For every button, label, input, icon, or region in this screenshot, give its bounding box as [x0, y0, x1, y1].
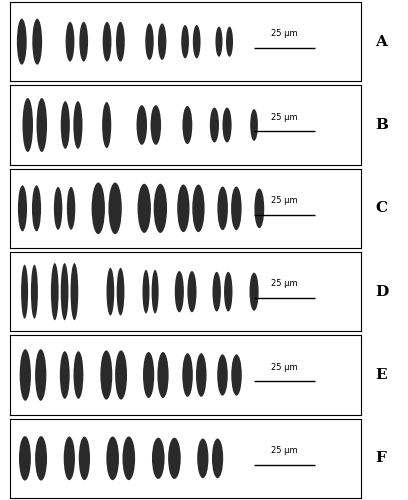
Text: B: B — [375, 118, 388, 132]
Ellipse shape — [142, 270, 149, 314]
Ellipse shape — [37, 98, 47, 152]
Ellipse shape — [92, 182, 105, 234]
Ellipse shape — [222, 108, 232, 142]
Ellipse shape — [73, 101, 82, 149]
Ellipse shape — [61, 263, 69, 320]
Ellipse shape — [32, 18, 42, 64]
Ellipse shape — [182, 353, 193, 397]
Ellipse shape — [71, 263, 78, 320]
Text: 25 µm: 25 µm — [271, 30, 298, 38]
Ellipse shape — [35, 436, 47, 480]
Ellipse shape — [137, 184, 151, 233]
Ellipse shape — [18, 186, 27, 232]
Ellipse shape — [250, 109, 258, 141]
Ellipse shape — [54, 187, 62, 230]
Ellipse shape — [212, 438, 223, 478]
Ellipse shape — [102, 102, 111, 148]
Ellipse shape — [231, 354, 242, 396]
Text: C: C — [375, 202, 388, 215]
Ellipse shape — [32, 186, 41, 232]
Text: 25 µm: 25 µm — [271, 446, 298, 455]
Ellipse shape — [73, 351, 83, 399]
Ellipse shape — [51, 263, 59, 320]
Ellipse shape — [192, 184, 204, 232]
Ellipse shape — [61, 101, 70, 149]
Ellipse shape — [215, 26, 222, 56]
Ellipse shape — [66, 22, 74, 62]
Ellipse shape — [152, 270, 159, 314]
Ellipse shape — [64, 436, 75, 480]
Ellipse shape — [143, 352, 154, 398]
Text: 25 µm: 25 µm — [271, 113, 298, 122]
Text: D: D — [375, 284, 388, 298]
Ellipse shape — [152, 438, 164, 479]
Text: 25 µm: 25 µm — [271, 280, 298, 288]
Ellipse shape — [213, 272, 221, 312]
Ellipse shape — [137, 105, 147, 145]
Text: 25 µm: 25 µm — [271, 196, 298, 205]
Ellipse shape — [177, 184, 189, 232]
Text: E: E — [375, 368, 387, 382]
Ellipse shape — [106, 268, 114, 316]
Ellipse shape — [19, 436, 31, 480]
Ellipse shape — [210, 108, 219, 142]
Ellipse shape — [20, 349, 31, 401]
Ellipse shape — [60, 351, 70, 399]
Ellipse shape — [122, 436, 135, 480]
Ellipse shape — [157, 352, 169, 398]
Ellipse shape — [154, 184, 167, 233]
Ellipse shape — [231, 186, 242, 230]
Ellipse shape — [217, 186, 228, 230]
Text: F: F — [375, 452, 386, 466]
Ellipse shape — [145, 24, 154, 60]
Ellipse shape — [196, 353, 206, 397]
Ellipse shape — [255, 188, 264, 228]
Ellipse shape — [35, 349, 47, 401]
Text: 25 µm: 25 µm — [271, 363, 298, 372]
Ellipse shape — [22, 98, 33, 152]
Ellipse shape — [181, 25, 189, 58]
Ellipse shape — [158, 24, 166, 60]
Ellipse shape — [168, 438, 181, 479]
Ellipse shape — [115, 350, 127, 400]
Ellipse shape — [226, 26, 233, 56]
Ellipse shape — [217, 354, 228, 396]
Ellipse shape — [79, 436, 90, 480]
Ellipse shape — [175, 271, 184, 312]
Text: A: A — [375, 34, 387, 48]
Ellipse shape — [182, 106, 192, 144]
Ellipse shape — [197, 438, 208, 478]
Ellipse shape — [117, 268, 124, 316]
Ellipse shape — [103, 22, 111, 62]
Ellipse shape — [151, 105, 161, 145]
Ellipse shape — [21, 264, 28, 318]
Ellipse shape — [67, 187, 75, 230]
Ellipse shape — [106, 436, 119, 480]
Ellipse shape — [250, 272, 259, 310]
Ellipse shape — [193, 25, 201, 58]
Ellipse shape — [187, 271, 197, 312]
Ellipse shape — [100, 350, 112, 400]
Ellipse shape — [17, 18, 27, 64]
Ellipse shape — [109, 182, 122, 234]
Ellipse shape — [31, 264, 38, 318]
Ellipse shape — [224, 272, 233, 312]
Ellipse shape — [79, 22, 88, 62]
Ellipse shape — [116, 22, 125, 62]
